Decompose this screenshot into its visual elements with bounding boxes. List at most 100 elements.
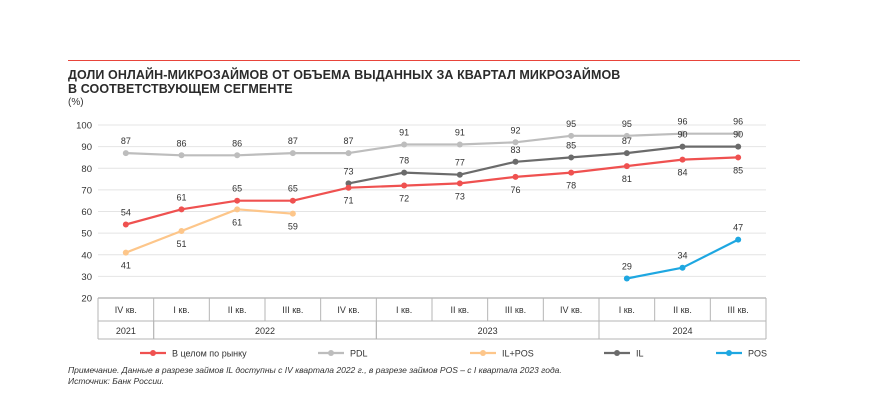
data-label: 95 bbox=[566, 119, 576, 129]
data-point bbox=[401, 182, 408, 189]
y-tick-label: 90 bbox=[81, 142, 92, 153]
data-label: 41 bbox=[121, 261, 131, 271]
data-point bbox=[289, 197, 296, 204]
year-label: 2024 bbox=[672, 326, 692, 336]
series-line bbox=[348, 145, 739, 185]
x-tick-label: I кв. bbox=[396, 305, 412, 315]
data-label: 78 bbox=[399, 156, 409, 166]
year-label: 2022 bbox=[255, 326, 275, 336]
legend-label: IL+POS bbox=[502, 349, 534, 359]
x-tick-label: IV кв. bbox=[560, 305, 582, 315]
data-point bbox=[735, 130, 742, 137]
data-label: 91 bbox=[399, 127, 409, 137]
data-point bbox=[178, 206, 185, 213]
data-label: 87 bbox=[622, 136, 632, 146]
data-point bbox=[122, 221, 129, 228]
data-label: 34 bbox=[677, 251, 687, 261]
data-label: 47 bbox=[733, 223, 743, 233]
data-label: 96 bbox=[677, 117, 687, 127]
data-label: 29 bbox=[622, 262, 632, 272]
data-point bbox=[401, 141, 408, 148]
data-point bbox=[234, 206, 241, 213]
data-label: 86 bbox=[232, 138, 242, 148]
data-label: 86 bbox=[176, 138, 186, 148]
data-label: 51 bbox=[176, 239, 186, 249]
data-point bbox=[623, 163, 630, 170]
data-point bbox=[735, 143, 742, 150]
data-point bbox=[456, 180, 463, 187]
data-label: 95 bbox=[622, 119, 632, 129]
x-tick-label: I кв. bbox=[173, 305, 189, 315]
data-point bbox=[178, 227, 185, 234]
chart-footnote: Примечание. Данные в разрезе займов IL д… bbox=[68, 365, 562, 387]
data-point bbox=[623, 150, 630, 157]
x-tick-label: III кв. bbox=[505, 305, 526, 315]
y-tick-label: 30 bbox=[81, 272, 92, 283]
data-point bbox=[679, 264, 686, 271]
data-label: 54 bbox=[121, 207, 131, 217]
y-tick-label: 20 bbox=[81, 294, 92, 305]
data-point bbox=[568, 132, 575, 139]
y-tick-label: 80 bbox=[81, 164, 92, 175]
legend-label: В целом по рынку bbox=[172, 349, 247, 359]
legend-label: POS bbox=[748, 349, 767, 359]
data-point bbox=[345, 184, 352, 191]
data-label: 85 bbox=[733, 165, 743, 175]
data-point bbox=[512, 139, 519, 146]
data-point bbox=[679, 130, 686, 137]
data-label: 90 bbox=[677, 130, 687, 140]
data-label: 90 bbox=[733, 130, 743, 140]
x-tick-label: I кв. bbox=[619, 305, 635, 315]
x-tick-label: II кв. bbox=[228, 305, 247, 315]
x-tick-label: II кв. bbox=[450, 305, 469, 315]
data-point bbox=[456, 141, 463, 148]
legend-marker bbox=[480, 350, 486, 356]
data-label: 65 bbox=[288, 184, 298, 194]
data-point bbox=[289, 210, 296, 217]
legend-marker bbox=[614, 350, 620, 356]
legend-label: IL bbox=[636, 349, 644, 359]
data-label: 65 bbox=[232, 184, 242, 194]
data-point bbox=[234, 197, 241, 204]
data-point bbox=[178, 152, 185, 159]
data-label: 73 bbox=[455, 191, 465, 201]
data-label: 81 bbox=[622, 174, 632, 184]
y-tick-label: 60 bbox=[81, 207, 92, 218]
data-point bbox=[401, 169, 408, 176]
legend-label: PDL bbox=[350, 349, 368, 359]
data-label: 73 bbox=[343, 166, 353, 176]
data-label: 59 bbox=[288, 222, 298, 232]
y-tick-label: 40 bbox=[81, 250, 92, 261]
data-label: 84 bbox=[677, 168, 687, 178]
x-tick-label: III кв. bbox=[282, 305, 303, 315]
data-label: 92 bbox=[510, 125, 520, 135]
data-label: 61 bbox=[232, 217, 242, 227]
data-label: 87 bbox=[343, 136, 353, 146]
x-tick-label: III кв. bbox=[728, 305, 749, 315]
unit-label: (%) bbox=[68, 97, 84, 108]
data-label: 83 bbox=[510, 145, 520, 155]
data-point bbox=[122, 249, 129, 256]
data-point bbox=[623, 132, 630, 139]
data-label: 76 bbox=[510, 185, 520, 195]
x-tick-label: II кв. bbox=[673, 305, 692, 315]
footnote-text: Примечание. Данные в разрезе займов IL д… bbox=[68, 365, 562, 375]
y-tick-label: 50 bbox=[81, 229, 92, 240]
legend-marker bbox=[150, 350, 156, 356]
data-point bbox=[568, 169, 575, 176]
data-point bbox=[512, 173, 519, 180]
series-line bbox=[125, 156, 739, 226]
data-label: 87 bbox=[121, 136, 131, 146]
legend-marker bbox=[328, 350, 334, 356]
data-label: 96 bbox=[733, 117, 743, 127]
data-point bbox=[735, 154, 742, 161]
data-label: 78 bbox=[566, 181, 576, 191]
data-point bbox=[623, 275, 630, 282]
chart-title: ДОЛИ ОНЛАЙН-МИКРОЗАЙМОВ ОТ ОБЪЕМА ВЫДАНН… bbox=[68, 68, 620, 96]
legend-marker bbox=[726, 350, 732, 356]
data-label: 91 bbox=[455, 127, 465, 137]
y-tick-label: 100 bbox=[76, 121, 92, 132]
series-line bbox=[125, 208, 293, 254]
data-point bbox=[122, 150, 129, 157]
